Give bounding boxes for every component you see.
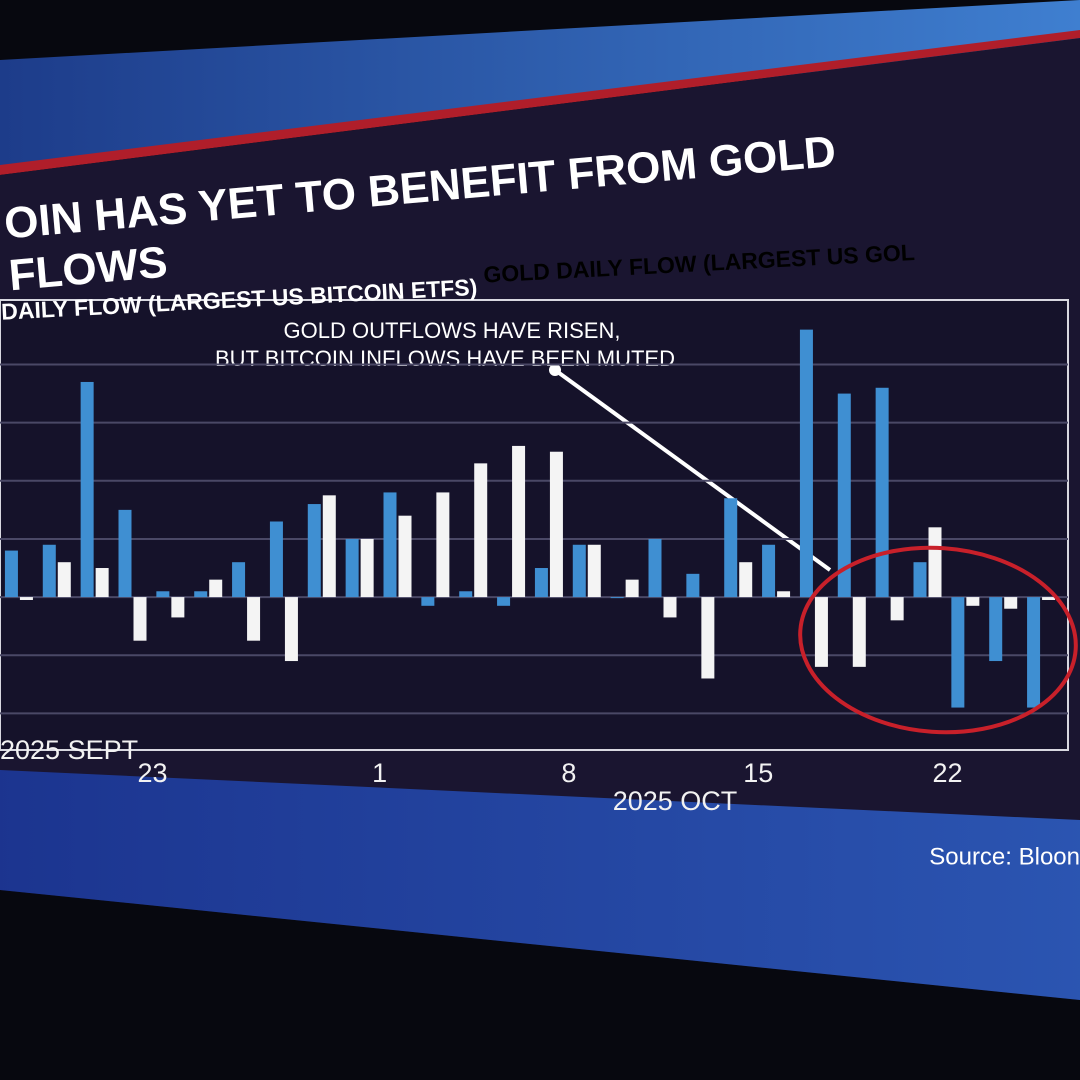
bar	[913, 562, 927, 598]
bar	[724, 498, 738, 598]
bar	[57, 562, 71, 598]
bar	[928, 527, 942, 598]
x-tick-label: 8	[561, 758, 576, 788]
bar	[951, 597, 965, 708]
highlight-circle	[798, 545, 1078, 735]
bar	[1042, 597, 1056, 600]
annotation-pointer	[553, 368, 832, 572]
plot-frame	[0, 299, 1069, 751]
bar	[587, 544, 601, 598]
bar	[474, 463, 488, 598]
bar	[421, 597, 435, 606]
bar	[777, 591, 791, 598]
screen-bottom-band	[0, 770, 1080, 1000]
bar	[19, 597, 33, 600]
bar	[307, 504, 321, 598]
x-group-label: 2025 SEPT	[0, 735, 138, 765]
bar	[194, 591, 208, 598]
x-tick-label: 22	[932, 758, 962, 788]
bar	[322, 495, 336, 598]
annotation-dot	[549, 364, 561, 376]
bar	[625, 579, 639, 598]
bar	[989, 597, 1003, 662]
bar	[762, 544, 776, 598]
plot: 23 1 8 15 22	[0, 329, 1068, 788]
source: Source: Bloon	[929, 843, 1080, 870]
bar	[383, 492, 397, 598]
bar	[890, 597, 904, 621]
bar	[799, 329, 813, 598]
bar	[4, 550, 18, 598]
bar	[80, 381, 94, 598]
bar	[701, 597, 715, 679]
bar	[610, 597, 624, 599]
x-tick-label: 1	[372, 758, 387, 788]
bar	[663, 597, 677, 618]
x-tick-label: 23	[137, 758, 167, 788]
bar	[247, 597, 261, 641]
bar	[133, 597, 147, 641]
bar	[156, 591, 170, 598]
bar	[497, 597, 511, 606]
bar	[345, 538, 359, 598]
bar	[360, 538, 374, 598]
bar	[875, 387, 889, 598]
bar	[284, 597, 298, 662]
bar	[572, 544, 586, 598]
bar	[686, 573, 700, 598]
bar	[852, 597, 866, 667]
bar	[171, 597, 185, 618]
bar	[436, 492, 450, 598]
x-tick-label: 15	[743, 758, 773, 788]
x-group-label: 2025 OCT	[613, 786, 738, 816]
bar	[95, 568, 109, 598]
bar	[549, 451, 563, 598]
annotation: BUT BITCOIN INFLOWS HAVE BEEN MUTED	[215, 346, 675, 371]
bar	[814, 597, 828, 667]
bar	[512, 445, 526, 598]
bar	[966, 597, 980, 606]
annotation: GOLD OUTFLOWS HAVE RISEN,	[284, 318, 621, 343]
bar	[269, 521, 283, 598]
bar	[42, 544, 56, 598]
bar	[398, 515, 412, 598]
bar	[534, 568, 548, 598]
bar	[739, 562, 753, 598]
screen-top-band	[0, 0, 1080, 170]
bar	[1004, 597, 1018, 609]
bar	[459, 591, 473, 598]
bar	[232, 562, 246, 598]
bar	[118, 509, 132, 598]
bar	[209, 579, 223, 598]
bar	[1027, 597, 1041, 708]
bar	[648, 538, 662, 598]
title-rule	[0, 30, 1080, 175]
bar	[837, 393, 851, 598]
